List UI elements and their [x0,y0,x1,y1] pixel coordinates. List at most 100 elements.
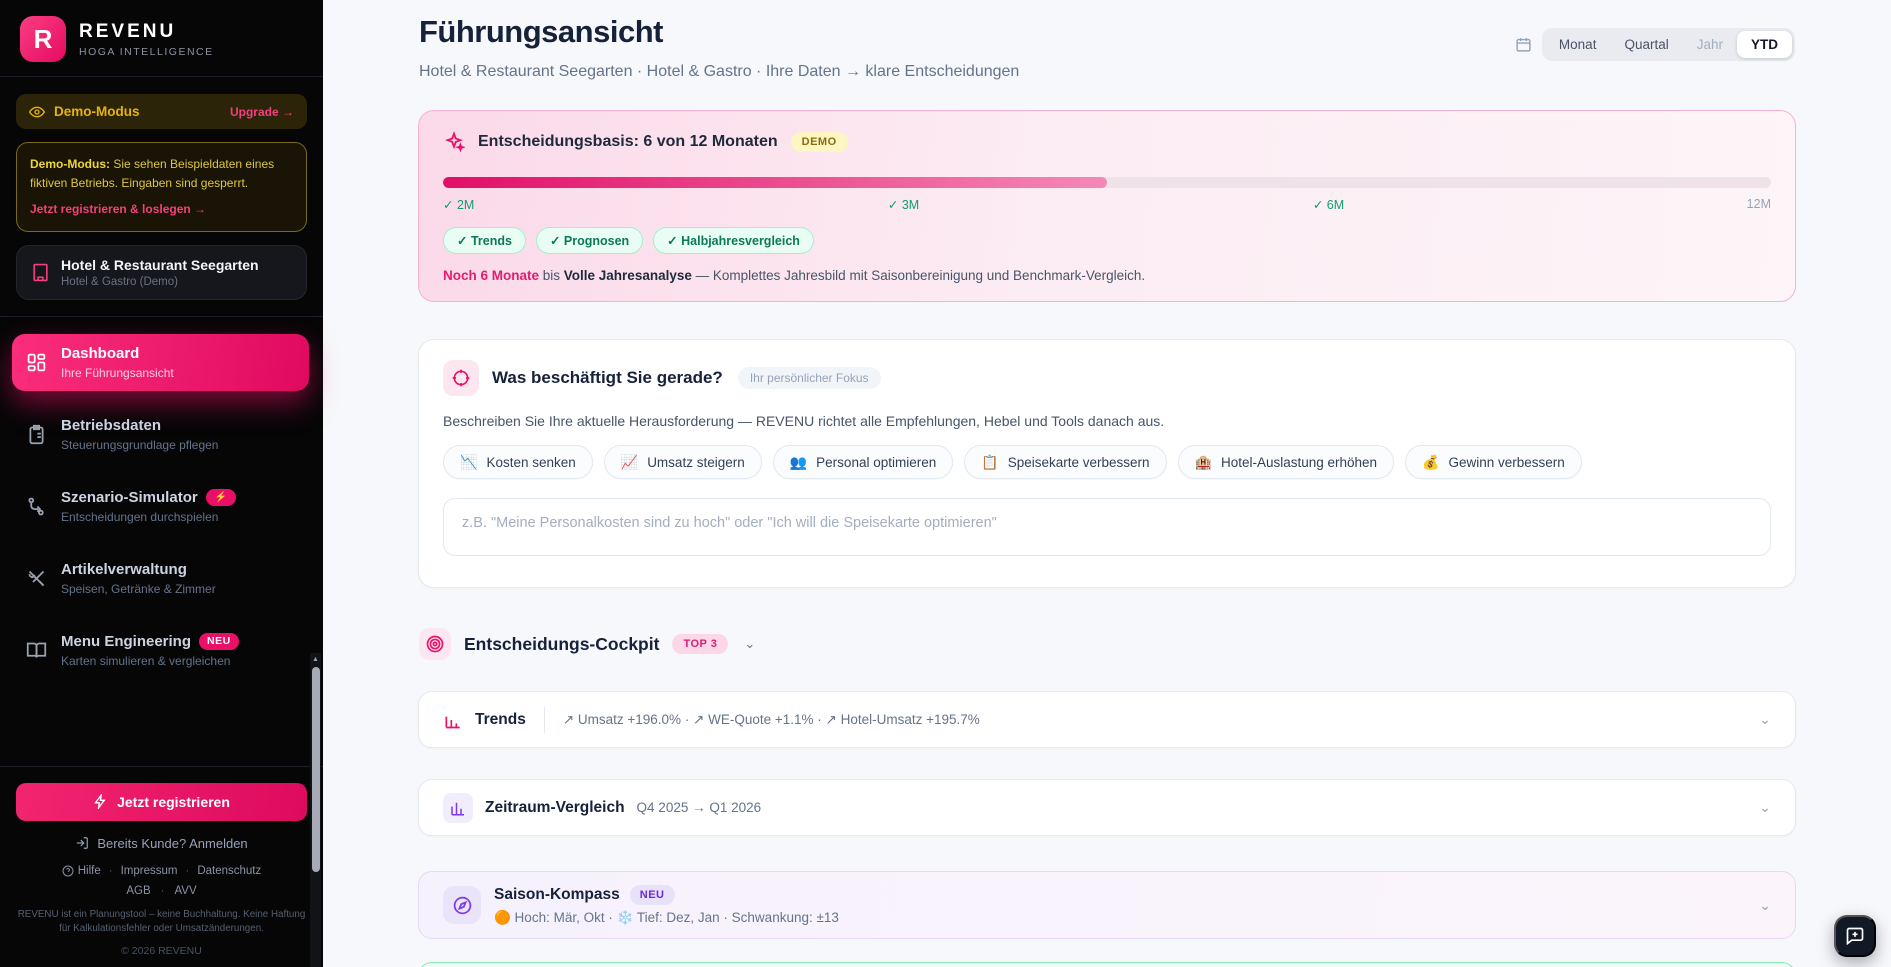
banner-footer-text: Noch 6 Monate bis Volle Jahresanalyse — … [443,268,1146,283]
clipboard-icon [24,424,48,445]
period-tabs: Monat Quartal Jahr YTD [1541,28,1795,61]
privacy-link[interactable]: Datenschutz [197,864,262,877]
brand-name: REVENU [79,20,177,42]
utensils-icon [24,568,48,589]
tab-monat[interactable]: Monat [1545,31,1611,58]
demo-mode-label: Demo-Modus [54,104,140,119]
sidebar-item-szenario-simulator[interactable]: Szenario-Simulator ⚡ Entscheidungen durch… [12,478,309,535]
trending-up-icon: 📈 [620,453,639,470]
chat-fab-button[interactable] [1834,915,1876,957]
sidebar-item-dashboard[interactable]: Dashboard Ihre Führungsansicht [12,333,309,391]
chevron-down-icon: ⌄ [1759,896,1771,913]
sidebar-scrollbar[interactable]: ▲ ▼ [310,652,321,967]
business-type: Hotel & Gastro (Demo) [61,275,178,288]
trends-row[interactable]: Trends ↗ Umsatz +196.0% · ↗ WE-Quote +1.… [418,691,1796,748]
demo-badge: DEMO [790,132,848,152]
progress-fill [443,177,1107,188]
trending-down-icon: 📉 [460,453,478,470]
revenu-logo-icon: R [20,16,66,62]
people-icon: 👥 [789,453,808,470]
focus-description: Beschreiben Sie Ihre aktuelle Herausford… [443,413,1165,429]
chevron-down-icon: ⌄ [1759,799,1771,815]
focus-badge: Ihr persönlicher Fokus [737,367,881,389]
separator: · [185,864,190,877]
chip-kosten-senken[interactable]: 📉 Kosten senken [443,445,593,479]
sidebar-item-betriebsdaten[interactable]: Betriebsdaten Steuerungsgrundlage pflege… [12,406,309,463]
separator: · [108,864,113,877]
sidebar-item-artikelverwaltung[interactable]: Artikelverwaltung Speisen, Getränke & Zi… [12,550,309,607]
scroll-up-icon[interactable]: ▲ [312,655,319,663]
register-cta-link[interactable]: Jetzt registrieren & loslegen → [30,202,207,217]
milestone-3m: ✓ 3M [887,198,920,212]
sidebar-footer: Hilfe · Impressum · Datenschutz AGB · AV… [0,851,323,967]
trends-summary: ↗ Umsatz +196.0% · ↗ WE-Quote +1.1% · ↗ … [562,711,980,727]
feature-chip-prognosen: ✓ Prognosen [535,227,644,254]
agb-link[interactable]: AGB [126,884,151,897]
chip-hotel-auslastung[interactable]: 🏨 Hotel-Auslastung erhöhen [1177,445,1395,479]
tab-ytd[interactable]: YTD [1737,31,1792,58]
neu-badge: NEU [199,632,239,650]
avv-link[interactable]: AVV [174,884,197,897]
book-icon [24,640,48,661]
chip-gewinn-verbessern[interactable]: 💰 Gewinn verbessern [1405,445,1582,479]
hotel-icon: 🏨 [1194,453,1212,470]
bar-chart-icon [443,705,463,735]
top3-badge: TOP 3 [672,634,729,654]
concentric-target-icon [419,628,451,660]
chevron-down-icon: ⌄ [1759,711,1771,727]
imprint-link[interactable]: Impressum [120,864,178,877]
nav-label: Dashboard [61,344,140,362]
scrollbar-thumb[interactable] [311,666,320,872]
zeitraum-title: Zeitraum-Vergleich [485,798,625,816]
copyright: © 2026 REVENU [121,945,202,957]
brand-tagline: HOGA INTELLIGENCE [79,45,214,58]
register-button[interactable]: Jetzt registrieren [16,782,307,821]
nav-label: Menu Engineering NEU [61,632,239,650]
separator: · [160,884,165,897]
chip-umsatz-steigern[interactable]: 📈 Umsatz steigern [603,445,762,479]
saison-summary: 🟠 Hoch: Mär, Okt · ❄️ Tief: Dez, Jan · S… [494,909,839,925]
unlocked-features: ✓ Trends ✓ Prognosen ✓ Halbjahresverglei… [443,227,1771,254]
tab-jahr[interactable]: Jahr [1683,31,1737,58]
upgrade-link[interactable]: Upgrade → [229,104,294,119]
saison-title: Saison-Kompass [494,885,620,903]
login-link[interactable]: Bereits Kunde? Anmelden [16,836,307,851]
page-subtitle: Hotel & Restaurant Seegarten · Hotel & G… [419,63,1020,80]
help-link[interactable]: Hilfe [62,865,101,877]
cockpit-title: Entscheidungs-Cockpit [464,633,660,654]
sidebar: R REVENU HOGA INTELLIGENCE Demo-Modus Up… [0,0,323,967]
focus-chips: 📉 Kosten senken 📈 Umsatz steigern 👥 Persona… [443,445,1771,479]
eye-icon [29,104,45,120]
decision-basis-banner: Entscheidungsbasis: 6 von 12 Monaten DEM… [418,110,1796,302]
sidebar-item-menu-engineering[interactable]: Menu Engineering NEU Karten simulieren & … [12,622,309,679]
nav-sublabel: Ihre Führungsansicht [61,365,174,380]
focus-card: Was beschäftigt Sie gerade? Ihr persönli… [418,339,1796,588]
page-title: Führungsansicht [419,14,663,49]
milestones: ✓ 2M ✓ 3M ✓ 6M 12M [443,197,1771,213]
money-bag-icon: 💰 [1422,453,1440,470]
building-icon [31,263,50,282]
bolt-badge: ⚡ [205,488,237,506]
menu-card-icon: 📋 [981,453,999,470]
chip-speisekarte-verbessern[interactable]: 📋 Speisekarte verbessern [964,445,1167,479]
bar-chart-icon [443,792,473,823]
nav-label: Artikelverwaltung [61,560,187,578]
nav-label: Betriebsdaten [61,416,162,434]
target-icon [443,360,479,396]
nav-label: Szenario-Simulator ⚡ [61,488,237,506]
trends-title: Trends [475,710,526,728]
next-section-card [418,962,1796,967]
saison-kompass-row[interactable]: Saison-Kompass NEU 🟠 Hoch: Mär, Okt · ❄️… [418,871,1796,939]
neu-badge: NEU [629,884,675,905]
focus-input[interactable] [443,498,1771,556]
zeitraum-vergleich-row[interactable]: Zeitraum-Vergleich Q4 2025 → Q1 2026 ⌄ [418,779,1796,836]
chevron-down-icon[interactable]: ⌄ [744,636,756,651]
demo-mode-pill: Demo-Modus Upgrade → [16,94,307,129]
business-selector[interactable]: Hotel & Restaurant Seegarten Hotel & Gas… [16,244,307,300]
nav-sublabel: Entscheidungen durchspielen [61,509,219,524]
calendar-icon [1515,36,1532,53]
zeitraum-summary: Q4 2025 → Q1 2026 [636,800,762,815]
nav-sublabel: Karten simulieren & vergleichen [61,653,231,668]
chip-personal-optimieren[interactable]: 👥 Personal optimieren [772,445,954,479]
tab-quartal[interactable]: Quartal [1610,31,1682,58]
